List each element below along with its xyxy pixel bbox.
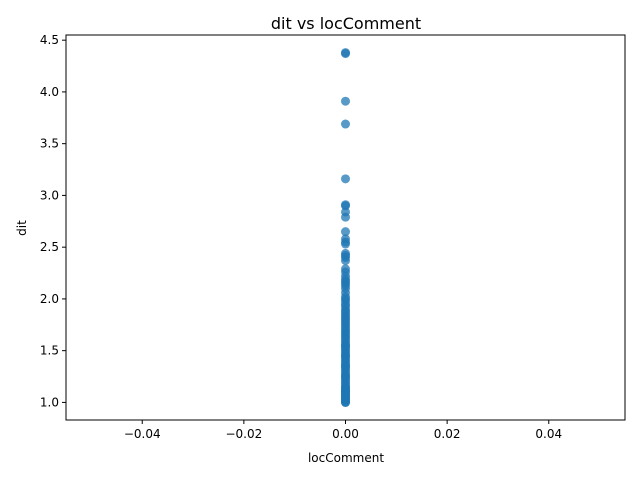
y-tick-label: 2.0: [40, 292, 59, 306]
y-tick-label: 1.5: [40, 344, 59, 358]
data-point: [341, 340, 350, 350]
y-tick-label: 3.5: [40, 137, 59, 151]
data-point: [341, 201, 350, 211]
data-point: [341, 227, 350, 237]
data-point: [341, 212, 350, 222]
x-tick-label: 0.04: [535, 427, 562, 441]
y-tick-label: 4.5: [40, 33, 59, 47]
data-point: [341, 382, 350, 392]
points-layer: [341, 48, 350, 407]
data-point: [341, 361, 350, 371]
y-tick-label: 4.0: [40, 85, 59, 99]
data-point: [341, 256, 350, 266]
x-axis: −0.04 −0.02 0.00 0.02 0.04: [124, 420, 562, 441]
data-point: [341, 372, 350, 382]
chart-title: dit vs locComment: [271, 14, 421, 33]
y-tick-label: 2.5: [40, 240, 59, 254]
x-tick-label: −0.04: [124, 427, 161, 441]
data-point: [341, 49, 350, 59]
y-axis-label: dit: [15, 220, 29, 236]
y-axis: 1.0 1.5 2.0 2.5 3.0 3.5 4.0 4.5: [40, 33, 66, 409]
x-axis-label: locComment: [308, 451, 384, 465]
x-tick-label: −0.02: [225, 427, 262, 441]
data-point: [341, 174, 350, 184]
data-point: [341, 239, 350, 249]
data-point: [341, 119, 350, 129]
y-tick-label: 3.0: [40, 188, 59, 202]
x-tick-label: 0.02: [434, 427, 461, 441]
data-point: [341, 96, 350, 106]
x-tick-label: 0.00: [332, 427, 359, 441]
y-tick-label: 1.0: [40, 395, 59, 409]
data-point: [341, 351, 350, 361]
